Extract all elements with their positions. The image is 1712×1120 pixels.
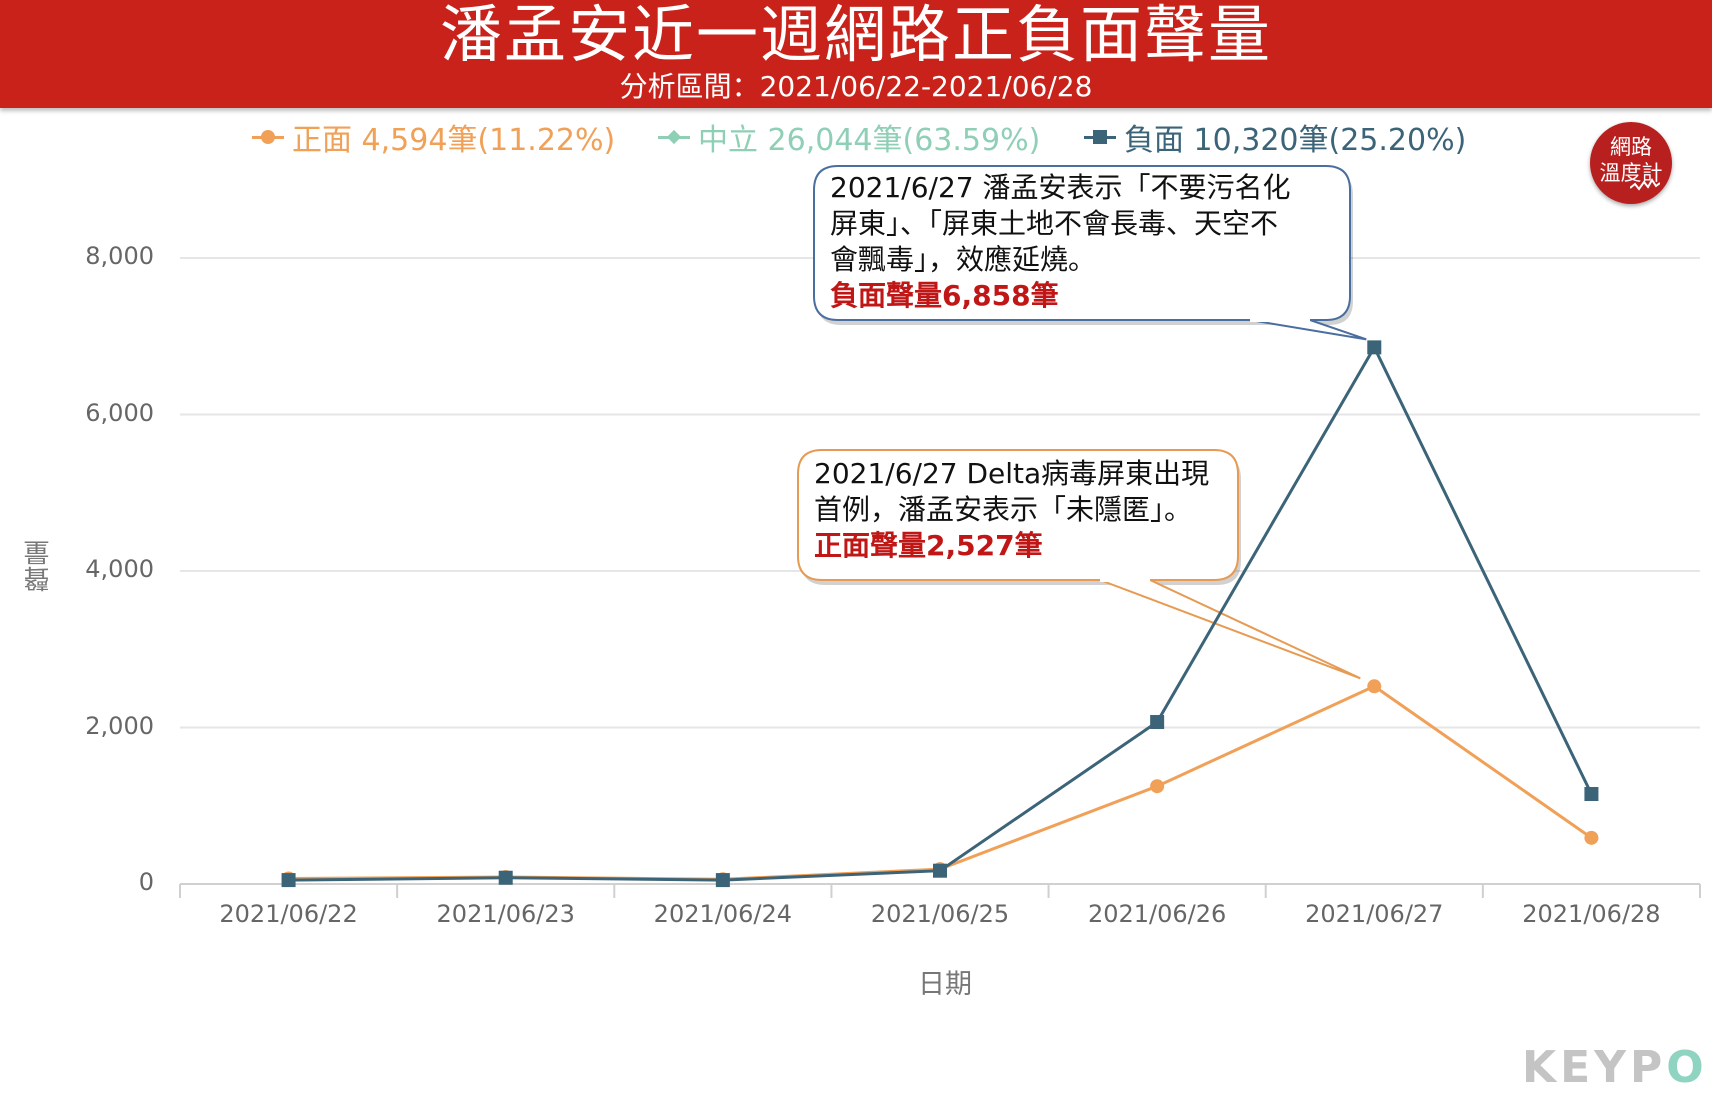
positive-callout-box — [797, 449, 1239, 581]
positive-peak-callout: 2021/6/27 Delta病毒屏東出現 首例，潘孟安表示「未隱匿」。 正面聲… — [814, 456, 1209, 564]
negative-callout-line2: 屏東」、「屏東土地不會長毒、天空不 — [830, 207, 1279, 240]
series-line-0 — [288, 684, 1593, 881]
x-tick-label-3: 2021/06/25 — [870, 900, 1010, 928]
negative-callout-line3: 會飄毒」，效應延燒。 — [830, 243, 1097, 276]
negative-peak-callout: 2021/6/27 潘孟安表示「不要污名化 屏東」、「屏東土地不會長毒、天空不 … — [830, 170, 1290, 314]
x-tick-label-0: 2021/06/22 — [219, 900, 358, 928]
y-tick-label-4: 8,000 — [85, 242, 154, 270]
positive-callout-line1: 2021/6/27 Delta病毒屏東出現 — [814, 457, 1210, 490]
legend-item-positive[interactable]: 正面 4,594筆(11.22%) — [250, 112, 615, 162]
x-tick-label-6: 2021/06/28 — [1522, 900, 1661, 928]
point-1-3 — [933, 863, 947, 878]
point-0-5 — [1367, 679, 1382, 694]
negative-callout-pointer — [1249, 319, 1367, 341]
y-tick-label-1: 2,000 — [85, 711, 154, 740]
positive-callout-line2: 首例，潘孟安表示「未隱匿」。 — [814, 493, 1193, 526]
x-tick-label-4: 2021/06/26 — [1087, 900, 1227, 928]
y-axis-label: 聲量 — [24, 540, 54, 592]
header-banner: 潘孟安近一週網路正負面聲量 分析區間：2021/06/22-2021/06/28 — [0, 0, 1712, 108]
negative-callout-line1: 2021/6/27 潘孟安表示「不要污名化 — [830, 171, 1291, 204]
point-1-0 — [281, 873, 296, 888]
legend-item-neutral[interactable]: 中立 26,044筆(63.59%) — [656, 112, 1040, 162]
logo-wave-icon — [1630, 178, 1660, 191]
keypo-text: KEYP — [1522, 1042, 1667, 1093]
y-tick-label-0: 0 — [138, 868, 154, 896]
x-tick-label-1: 2021/06/23 — [436, 900, 575, 928]
point-1-5 — [1367, 340, 1382, 355]
x-tick-label-5: 2021/06/27 — [1305, 900, 1444, 928]
chart-subtitle: 分析區間：2021/06/22-2021/06/28 — [619, 70, 1093, 103]
keypo-watermark: KEYPO — [1522, 1042, 1708, 1093]
point-1-4 — [1150, 715, 1165, 730]
legend-negative-marker-icon — [1082, 127, 1118, 147]
wangluwenduji-logo-icon: 網路 溫度計 — [1590, 122, 1672, 204]
legend-item-negative[interactable]: 負面 10,320筆(25.20%) — [1082, 112, 1466, 162]
negative-callout-box — [813, 165, 1351, 321]
logo-line1: 網路 — [1610, 135, 1652, 159]
point-1-1 — [498, 870, 513, 885]
point-0-6 — [1584, 830, 1599, 845]
legend-neutral-marker-icon — [656, 127, 692, 147]
logo-line2: 溫度計 — [1599, 161, 1663, 185]
point-1-2 — [715, 873, 730, 888]
keypo-o-icon: O — [1666, 1042, 1708, 1093]
y-tick-label-3: 6,000 — [85, 398, 154, 427]
legend: 正面 4,594筆(11.22%) 中立 26,044筆(63.59%) 負面 … — [0, 112, 1712, 162]
point-0-4 — [1150, 779, 1165, 794]
x-axis-label: 日期 — [918, 969, 972, 1000]
y-tick-label-2: 4,000 — [85, 555, 154, 583]
legend-negative-label: 負面 10,320筆(25.20%) — [1124, 123, 1467, 158]
chart-title: 潘孟安近一週網路正負面聲量 — [439, 0, 1272, 71]
legend-neutral-label: 中立 26,044筆(63.59%) — [698, 123, 1041, 158]
positive-callout-highlight: 正面聲量2,527筆 — [814, 529, 1043, 562]
legend-positive-marker-icon — [250, 127, 286, 147]
x-tick-label-2: 2021/06/24 — [653, 900, 792, 928]
negative-callout-highlight: 負面聲量6,858筆 — [830, 279, 1059, 312]
series-line-1 — [288, 344, 1593, 882]
point-1-6 — [1584, 787, 1599, 802]
legend-positive-label: 正面 4,594筆(11.22%) — [292, 123, 616, 158]
